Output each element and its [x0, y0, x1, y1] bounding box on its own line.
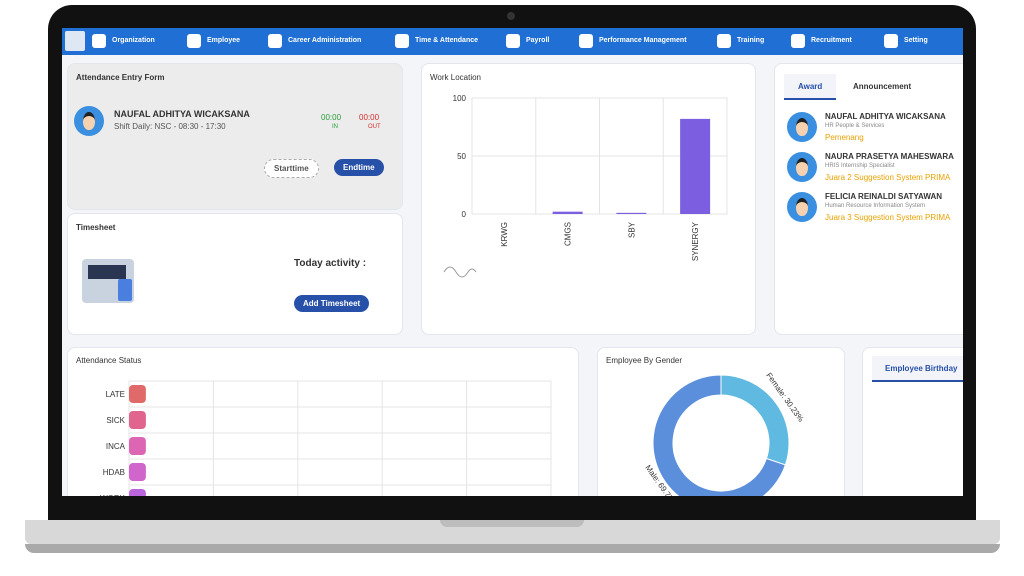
illustration-screen — [88, 265, 126, 279]
add-timesheet-button[interactable]: Add Timesheet — [294, 295, 370, 312]
attendance-form-card: Attendance Entry Form NAUFAL ADHITYA WIC… — [67, 63, 403, 210]
nav-label: Recruitment — [811, 37, 852, 44]
nav-icon — [717, 34, 731, 48]
menu-button[interactable] — [65, 31, 85, 51]
nav-label: Time & Attendance — [415, 37, 479, 44]
y-tick-label: HDAB — [103, 468, 125, 477]
award-name: NAURA PRASETYA MAHESWARA — [825, 152, 954, 161]
today-activity: Today activity : — [294, 258, 367, 269]
y-tick-label: WORK — [100, 494, 126, 496]
nav-bar: Organization Employee Career Administratio… — [62, 28, 963, 55]
card-title: Attendance Status — [76, 356, 142, 365]
nav-icon — [791, 34, 805, 48]
award-name: FELICIA REINALDI SATYAWAN — [825, 192, 943, 201]
award-dept: Human Resource Information System — [825, 203, 926, 209]
in-label: IN — [332, 124, 338, 130]
y-tick-label: SICK — [106, 416, 125, 425]
avatar — [787, 192, 817, 222]
camera — [507, 12, 515, 20]
birthday-card: Employee Birthday — [862, 347, 963, 496]
nav-icon — [506, 34, 520, 48]
award-tab[interactable]: Award — [784, 74, 836, 100]
x-tick-label: SBY — [627, 221, 636, 238]
work-location-chart: 0 50 100 KRWG CMGS SBY SYNERGY — [443, 94, 728, 278]
timesheet-illustration — [82, 259, 134, 303]
bar — [552, 211, 583, 214]
avatar — [787, 112, 817, 142]
award-prize: Juara 3 Suggestion System PRIMA — [825, 213, 951, 222]
y-tick-label: 100 — [453, 94, 467, 103]
bar — [129, 411, 146, 429]
award-dept: HR People & Services — [825, 123, 885, 129]
award-prize: Pemenang — [825, 133, 864, 142]
gender-card: Employee By Gender Female: 30.23% Male: 6… — [597, 347, 845, 496]
y-tick-label: 50 — [457, 152, 466, 161]
award-card: Award Announcement NAUFAL ADHITYA WICAKS… — [774, 63, 963, 335]
birthday-tab[interactable]: Employee Birthday — [872, 356, 963, 382]
timesheet-card: Timesheet Today activity : Add Timesheet — [67, 213, 403, 335]
nav-icon — [884, 34, 898, 48]
x-tick-label: CMGS — [564, 222, 573, 246]
illustration-phone — [118, 279, 132, 301]
laptop-notch — [440, 520, 584, 527]
nav-icon — [395, 34, 409, 48]
avatar — [787, 152, 817, 182]
x-tick-label: SYNERGY — [691, 221, 700, 261]
nav-label: Employee — [207, 37, 241, 44]
bar — [129, 437, 146, 455]
nav-icon — [92, 34, 106, 48]
donut-slice[interactable] — [652, 374, 786, 496]
tab-label: Employee Birthday — [885, 364, 958, 373]
nav-label: Training — [737, 37, 765, 44]
nav-label: Career Administration — [288, 37, 362, 44]
bar — [129, 463, 146, 481]
chart-menu-icon — [443, 266, 477, 278]
screen: Organization Employee Career Administratio… — [62, 28, 963, 496]
avatar — [74, 106, 104, 136]
laptop-base-edge — [25, 544, 1000, 553]
work-location-card: Work Location 0 50 100 KRWG CMGS SBY SYNERGY — [421, 63, 756, 335]
bar — [680, 118, 711, 214]
bar — [129, 489, 146, 496]
nav-icon — [579, 34, 593, 48]
starttime-button[interactable]: Starttime — [264, 159, 319, 178]
x-tick-label: KRWG — [500, 222, 509, 247]
y-tick-label: 0 — [462, 210, 467, 219]
employee-name: NAUFAL ADHITYA WICAKSANA — [114, 109, 250, 119]
bar — [129, 385, 146, 403]
endtime-button[interactable]: Endtime — [334, 159, 384, 176]
tab-label: Award — [798, 82, 823, 91]
card-title: Timesheet — [76, 223, 116, 232]
award-prize: Juara 2 Suggestion System PRIMA — [825, 173, 951, 182]
out-label: OUT — [368, 124, 381, 130]
card-title: Attendance Entry Form — [76, 73, 165, 82]
card-title: Employee By Gender — [606, 356, 683, 365]
shift: Shift Daily: NSC - 08:30 - 17:30 — [114, 122, 226, 131]
card-title: Work Location — [430, 73, 481, 82]
award-dept: HRIS Internship Specialist — [825, 163, 895, 169]
nav-label: Setting — [904, 37, 928, 44]
nav-label: Payroll — [526, 37, 550, 44]
nav-icon — [187, 34, 201, 48]
y-tick-label: INCA — [106, 442, 126, 451]
nav-label: Performance Management — [599, 37, 687, 44]
y-tick-label: LATE — [106, 390, 125, 399]
out-time: 00:00 — [359, 113, 380, 122]
bar — [616, 212, 647, 214]
nav-icon — [268, 34, 282, 48]
announcement-tab[interactable]: Announcement — [853, 82, 912, 91]
gender-chart: Female: 30.23%Male: 69.77% — [643, 371, 805, 496]
attendance-status-chart: LATE SICK INCA HDAB WORK — [100, 380, 552, 496]
attendance-status-card: Attendance Status LATE SICK INCA HDAB WORK — [67, 347, 579, 496]
in-time: 00:00 — [321, 113, 342, 122]
award-name: NAUFAL ADHITYA WICAKSANA — [825, 112, 946, 121]
nav-label: Organization — [112, 37, 155, 44]
